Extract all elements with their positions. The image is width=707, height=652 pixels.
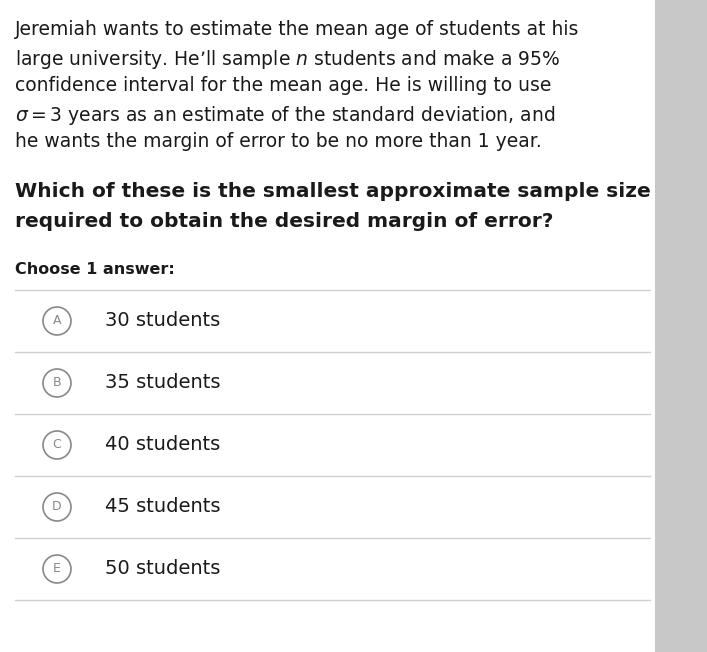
- Text: 30 students: 30 students: [105, 312, 221, 331]
- Text: large university. He’ll sample $n$ students and make a $95\%$: large university. He’ll sample $n$ stude…: [15, 48, 560, 71]
- Text: B: B: [53, 376, 62, 389]
- Bar: [655, 0, 707, 652]
- Text: $\sigma = 3$ years as an estimate of the standard deviation, and: $\sigma = 3$ years as an estimate of the…: [15, 104, 555, 127]
- Text: required to obtain the desired margin of error?: required to obtain the desired margin of…: [15, 212, 554, 231]
- Text: Jeremiah wants to estimate the mean age of students at his: Jeremiah wants to estimate the mean age …: [15, 20, 579, 39]
- Text: A: A: [53, 314, 62, 327]
- Text: 35 students: 35 students: [105, 374, 221, 393]
- Text: 50 students: 50 students: [105, 559, 221, 578]
- Text: C: C: [52, 439, 62, 451]
- Text: 40 students: 40 students: [105, 436, 221, 454]
- Text: he wants the margin of error to be no more than 1 year.: he wants the margin of error to be no mo…: [15, 132, 542, 151]
- Text: Which of these is the smallest approximate sample size: Which of these is the smallest approxima…: [15, 182, 650, 201]
- Text: D: D: [52, 501, 62, 514]
- Text: confidence interval for the mean age. He is willing to use: confidence interval for the mean age. He…: [15, 76, 551, 95]
- Text: Choose 1 answer:: Choose 1 answer:: [15, 262, 175, 277]
- Text: E: E: [53, 563, 61, 576]
- Text: 45 students: 45 students: [105, 497, 221, 516]
